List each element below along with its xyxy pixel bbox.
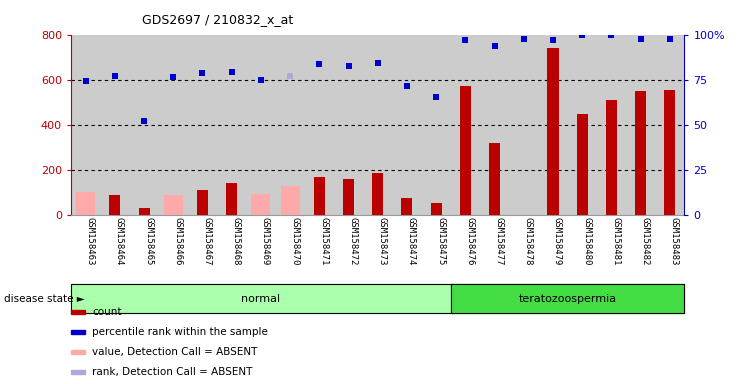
Text: rank, Detection Call = ABSENT: rank, Detection Call = ABSENT [92,367,252,377]
Text: GSM158483: GSM158483 [669,217,679,265]
Text: GSM158478: GSM158478 [524,217,533,265]
Bar [188,35,217,215]
Bar [164,195,183,215]
Text: teratozoospermia: teratozoospermia [518,293,616,304]
Text: GSM158467: GSM158467 [203,217,212,265]
Text: GSM158474: GSM158474 [407,217,416,265]
Text: GSM158472: GSM158472 [349,217,358,265]
Bar [460,86,471,215]
Bar [664,90,675,215]
Text: GSM158480: GSM158480 [582,217,591,265]
Text: normal: normal [242,293,280,304]
Text: GSM158468: GSM158468 [232,217,241,265]
Bar [451,35,480,215]
Bar [509,35,539,215]
Bar [597,35,626,215]
Bar [304,35,334,215]
Bar [217,35,246,215]
Bar [280,186,300,215]
Bar [606,100,617,215]
Bar [548,48,559,215]
Bar [635,91,646,215]
Bar [363,35,393,215]
Bar [577,114,588,215]
Bar [373,173,383,215]
Bar [422,35,451,215]
Bar [568,35,597,215]
Text: GSM158482: GSM158482 [640,217,649,265]
Text: GSM158479: GSM158479 [553,217,562,265]
Text: percentile rank within the sample: percentile rank within the sample [92,327,268,337]
Bar [251,194,271,215]
Bar [76,192,95,215]
Text: GSM158465: GSM158465 [144,217,153,265]
Text: GSM158466: GSM158466 [174,217,183,265]
Bar [71,35,100,215]
Bar [313,177,325,215]
Text: disease state ►: disease state ► [4,293,85,304]
Text: GSM158471: GSM158471 [319,217,328,265]
Text: GSM158477: GSM158477 [494,217,503,265]
Text: GSM158481: GSM158481 [611,217,620,265]
Bar [626,35,655,215]
Bar [159,35,188,215]
Bar [655,35,684,215]
Bar [480,35,509,215]
Bar [343,179,354,215]
Bar [246,35,275,215]
Bar [393,35,422,215]
Bar [109,195,120,215]
Text: count: count [92,307,121,317]
Bar [197,190,208,215]
Bar [275,35,304,215]
Text: GSM158470: GSM158470 [290,217,299,265]
Text: GSM158475: GSM158475 [436,217,445,265]
Bar [226,184,237,215]
Bar [539,35,568,215]
Bar [431,203,442,215]
Bar [100,35,129,215]
Bar [129,35,159,215]
Text: GSM158469: GSM158469 [261,217,270,265]
Bar [138,208,150,215]
Text: GDS2697 / 210832_x_at: GDS2697 / 210832_x_at [142,13,293,26]
Text: value, Detection Call = ABSENT: value, Detection Call = ABSENT [92,347,257,357]
Text: GSM158476: GSM158476 [465,217,474,265]
Text: GSM158464: GSM158464 [115,217,124,265]
Text: GSM158473: GSM158473 [378,217,387,265]
Bar [334,35,363,215]
Bar [402,198,412,215]
Text: GSM158463: GSM158463 [86,217,95,265]
Bar [489,143,500,215]
